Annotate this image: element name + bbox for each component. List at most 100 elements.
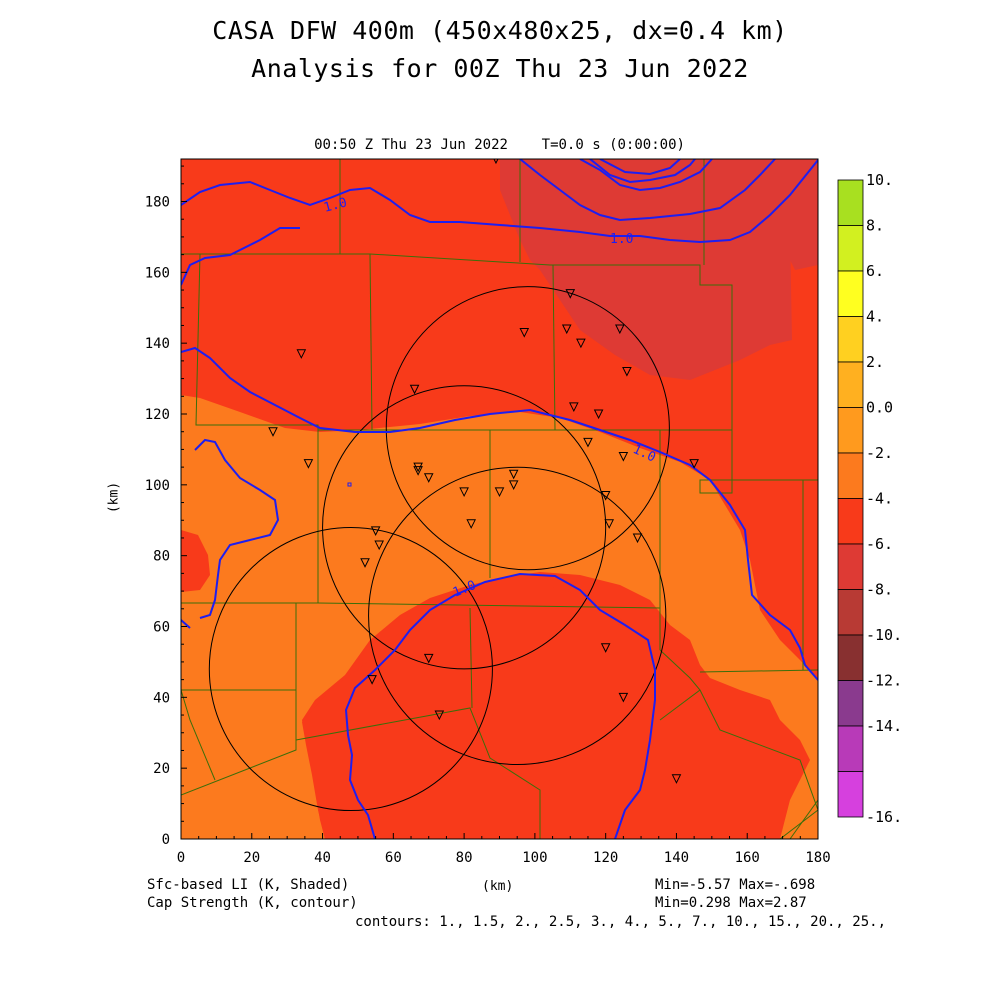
station-marker [459, 487, 469, 498]
colorbar-label: -8. [866, 581, 893, 599]
station-marker [593, 409, 604, 420]
contour-min-max: Min=0.298 Max=2.87 [655, 895, 807, 911]
colorbar-label: -2. [866, 444, 893, 462]
colorbar-swatch [837, 316, 864, 363]
x-axis-title: (km) [482, 879, 514, 894]
station-marker [671, 774, 682, 784]
y-tick-label: 180 [145, 195, 170, 211]
station-marker [569, 402, 579, 413]
colorbar-label: 4. [866, 308, 884, 326]
station-marker [600, 643, 611, 653]
radar-site-marker [347, 482, 352, 487]
chart-title: CASA DFW 400m (450x480x25, dx=0.4 km) [212, 16, 788, 45]
plot-subtitle: 00:50 Z Thu 23 Jun 2022 T=0.0 s (0:00:00… [314, 137, 685, 153]
colorbar-label: -4. [866, 490, 893, 508]
colorbar-label: -14. [866, 717, 902, 735]
station-marker [519, 328, 530, 338]
station-marker [268, 427, 278, 437]
x-tick-label: 120 [593, 850, 618, 866]
contour-field-label: Cap Strength (K, contour) [147, 895, 358, 911]
y-tick-label: 80 [153, 549, 170, 565]
y-tick-label: 120 [145, 407, 170, 423]
station-marker [413, 466, 423, 476]
y-tick-label: 100 [145, 478, 170, 494]
colorbar-swatch [837, 589, 864, 636]
y-tick-label: 140 [145, 336, 170, 352]
station-marker [466, 519, 476, 529]
station-marker [423, 473, 434, 483]
colorbar-swatch [837, 680, 864, 727]
station-marker [367, 675, 377, 685]
colorbar-swatch [837, 543, 864, 590]
station-marker [494, 487, 505, 498]
y-tick-label: 40 [153, 690, 170, 706]
x-tick-label: 140 [664, 850, 689, 866]
colorbar-label: 2. [866, 353, 884, 371]
contour-label: 1.0 [610, 232, 633, 247]
station-marker [583, 437, 593, 448]
x-tick-label: 0 [177, 850, 185, 866]
station-marker [508, 480, 519, 490]
cap-strength-contours [181, 159, 818, 839]
x-tick-label: 60 [385, 850, 402, 866]
station-marker [618, 692, 629, 703]
station-marker [374, 540, 384, 551]
colorbar-swatch [837, 634, 864, 681]
station-marker [615, 324, 625, 335]
station-marker [689, 459, 699, 469]
x-tick-label: 40 [314, 850, 331, 866]
colorbar-label: -6. [866, 535, 893, 553]
x-tick-label: 180 [805, 850, 830, 866]
range-ring [385, 286, 670, 571]
colorbar-swatch [837, 270, 864, 317]
station-marker [370, 526, 381, 536]
contour-label: 1.0 [322, 195, 349, 216]
station-markers [268, 159, 699, 784]
contour-levels: contours: 1., 1.5, 2., 2.5, 3., 4., 5., … [355, 914, 887, 930]
colorbar-swatch [837, 407, 864, 454]
colorbar-label: 8. [866, 217, 884, 235]
y-tick-label: 20 [153, 761, 170, 777]
colorbar-swatch [837, 225, 864, 272]
station-marker [561, 324, 572, 335]
station-marker [618, 452, 629, 462]
colorbar-label: 10. [866, 171, 893, 189]
y-axis-title: (km) [106, 481, 122, 514]
colorbar-label: -10. [866, 626, 902, 644]
chart-subtitle: Analysis for 00Z Thu 23 Jun 2022 [251, 54, 749, 83]
colorbar-label: 0.0 [866, 399, 893, 417]
x-tick-label: 20 [243, 850, 260, 866]
station-marker [632, 533, 643, 544]
colorbar-swatch [837, 498, 864, 545]
colorbar-label: -12. [866, 672, 902, 690]
range-ring [322, 385, 607, 670]
colorbar: 10. 8. 6. 4. 2. 0.0 -2. -4. -6. -8. -10. -12. -14. -1… [837, 171, 902, 826]
station-marker [622, 367, 632, 377]
colorbar-swatch [837, 361, 864, 408]
y-tick-label: 60 [153, 620, 170, 636]
station-marker [600, 490, 611, 501]
radar-range-rings [208, 286, 670, 812]
range-ring [208, 526, 493, 812]
colorbar-label: -16. [866, 808, 902, 826]
x-tick-label: 100 [522, 850, 547, 866]
range-ring [368, 466, 667, 766]
station-marker [303, 459, 314, 469]
station-marker [565, 289, 576, 299]
station-marker [409, 384, 420, 395]
x-tick-label: 80 [456, 850, 473, 866]
station-marker [604, 519, 615, 529]
station-marker [423, 653, 434, 664]
colorbar-swatch [837, 179, 864, 226]
shaded-field-label: Sfc-based LI (K, Shaded) [147, 877, 350, 893]
station-marker [508, 469, 519, 480]
y-tick-label: 0 [162, 832, 170, 848]
y-axis: 0 20 40 60 80 100 120 140 160 180 [145, 165, 187, 848]
colorbar-swatch [837, 725, 864, 772]
station-marker [360, 558, 370, 568]
x-tick-label: 160 [735, 850, 760, 866]
colorbar-swatch [837, 771, 864, 818]
colorbar-swatch [837, 452, 864, 499]
y-tick-label: 160 [145, 265, 170, 281]
